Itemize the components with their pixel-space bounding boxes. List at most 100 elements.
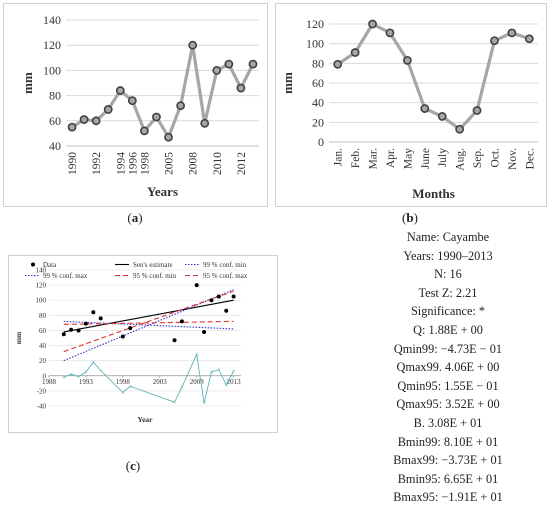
stat-line: Bmax95: −1.91E + 01 [393, 490, 503, 505]
residual-marker: × [91, 359, 95, 367]
panel-a: 40 60 80 100 120 140 1990 1992 1994 1996 1998 2005 2… [3, 3, 268, 207]
data-point [91, 310, 96, 315]
series-line [71, 43, 255, 139]
data-point [127, 96, 137, 106]
data-point [98, 316, 103, 321]
chart-b: 0 20 40 60 80 100 120 Jan. Feb. Mar. Apr. May June Ju… [280, 17, 538, 201]
x-tick-label: Oct. [489, 148, 501, 168]
x-axis-title: Year [138, 415, 154, 424]
x-tick-label: Nov. [507, 148, 519, 170]
x-tick-label: Sep. [472, 148, 484, 168]
residual-marker: × [232, 368, 236, 376]
stat-line: Test Z: 2.21 [418, 285, 478, 300]
residual-marker: × [217, 366, 221, 374]
data-point [231, 294, 236, 299]
data-point [472, 106, 482, 115]
y-tick-label: 60 [312, 76, 324, 90]
legend-entry: 99 % conf. max [43, 272, 88, 280]
data-point [507, 28, 517, 38]
residual-line [63, 353, 235, 404]
residual-marker: × [99, 367, 103, 375]
trend-line [63, 320, 234, 330]
x-tick-label: 1988 [42, 378, 57, 386]
data-point [128, 326, 133, 331]
data-point [202, 329, 207, 334]
legend-entry: Sen's estimate [133, 261, 173, 269]
x-tick-label: Jan. [333, 148, 345, 166]
x-tick-label: 1996 [127, 152, 139, 175]
x-tick-label: May [402, 148, 414, 169]
legend-entry: Data [43, 261, 57, 269]
y-tick-label: 120 [36, 282, 47, 290]
stat-line: Years: 1990–2013 [403, 248, 493, 263]
stats-panel: Name: Cayambe Years: 1990–2013 N: 16 Test Z… [348, 228, 548, 507]
y-tick-label: 120 [306, 17, 324, 31]
residual-marker: × [209, 369, 213, 377]
stat-line: Qmin99: −4.73E − 01 [393, 341, 503, 356]
panel-c-label: (c) [125, 458, 141, 473]
y-tick-label: 80 [312, 56, 324, 70]
y-axis-title: mm [20, 72, 35, 94]
data-point [212, 66, 222, 75]
x-tick-label: June [420, 148, 432, 169]
residual-marker: × [69, 371, 73, 379]
x-tick-label: Mar. [368, 148, 380, 170]
y-tick-label: -40 [37, 403, 47, 411]
residual-marker: × [77, 373, 81, 381]
legend-swatch [31, 262, 35, 267]
panel-c: -40 -20 0 20 40 60 80 100 120 140 1988 1993 1998 2003… [8, 255, 278, 433]
stat-line: Bmin99: 8.10E + 01 [397, 434, 499, 449]
panel-a-label: (a) [127, 210, 143, 225]
data-point [152, 112, 161, 122]
x-tick-label: 2008 [188, 152, 200, 175]
series-line [336, 22, 530, 131]
y-tick-label: 140 [43, 13, 61, 27]
residual-marker: × [173, 399, 177, 407]
x-axis-title: Months [412, 186, 455, 201]
stat-line: Significance: * [410, 304, 486, 319]
data-point [402, 55, 412, 65]
trend-line [63, 290, 234, 353]
legend-entry: 99 % conf. min [203, 261, 247, 269]
y-tick-label: 0 [318, 135, 324, 149]
data-point [91, 116, 101, 126]
data-point [236, 83, 246, 93]
stat-line: Qmin95: 1.55E − 01 [397, 378, 499, 393]
data-point [120, 334, 125, 339]
y-axis-title: mm [14, 331, 23, 344]
data-point [176, 101, 185, 111]
data-point [333, 59, 343, 69]
y-tick-label: 80 [49, 89, 61, 103]
residual-marker: × [128, 383, 132, 391]
y-axis-title: mm [280, 72, 295, 94]
data-point [179, 319, 184, 324]
x-tick-label: 1993 [79, 378, 94, 386]
x-tick-label: 1992 [91, 152, 103, 175]
data-point [194, 283, 199, 288]
x-tick-label: Dec. [524, 148, 536, 170]
y-tick-label: 20 [39, 357, 47, 365]
chart-c: -40 -20 0 20 40 60 80 100 120 140 1988 1993 1998 2003… [14, 261, 248, 424]
panel-b-label: (b) [402, 210, 418, 225]
chart-a: 40 60 80 100 120 140 1990 1992 1994 1996 1998 2005 2… [20, 13, 259, 199]
data-point [350, 48, 360, 57]
x-tick-label: 1994 [115, 152, 127, 175]
stat-line: Bmin95: 6.65E + 01 [397, 471, 499, 486]
data-point [83, 321, 88, 326]
stat-line: N: 16 [434, 267, 462, 282]
y-tick-label: 120 [43, 38, 61, 52]
x-tick-label: 1990 [67, 152, 79, 175]
data-point [140, 126, 149, 136]
data-point [437, 112, 447, 121]
y-tick-label: 60 [39, 327, 47, 335]
stat-line: B. 3.08E + 01 [413, 415, 483, 430]
x-tick-label: 2010 [212, 152, 224, 175]
x-tick-label: Aug. [455, 148, 467, 171]
stat-line: Bmax99: −3.73E + 01 [393, 453, 503, 468]
data-point [420, 104, 430, 113]
legend-entry: 95 % conf. max [203, 272, 248, 280]
data-point [224, 308, 229, 313]
x-tick-label: Feb. [350, 148, 362, 168]
x-tick-label: Apr. [385, 148, 397, 168]
data-point [455, 124, 465, 134]
